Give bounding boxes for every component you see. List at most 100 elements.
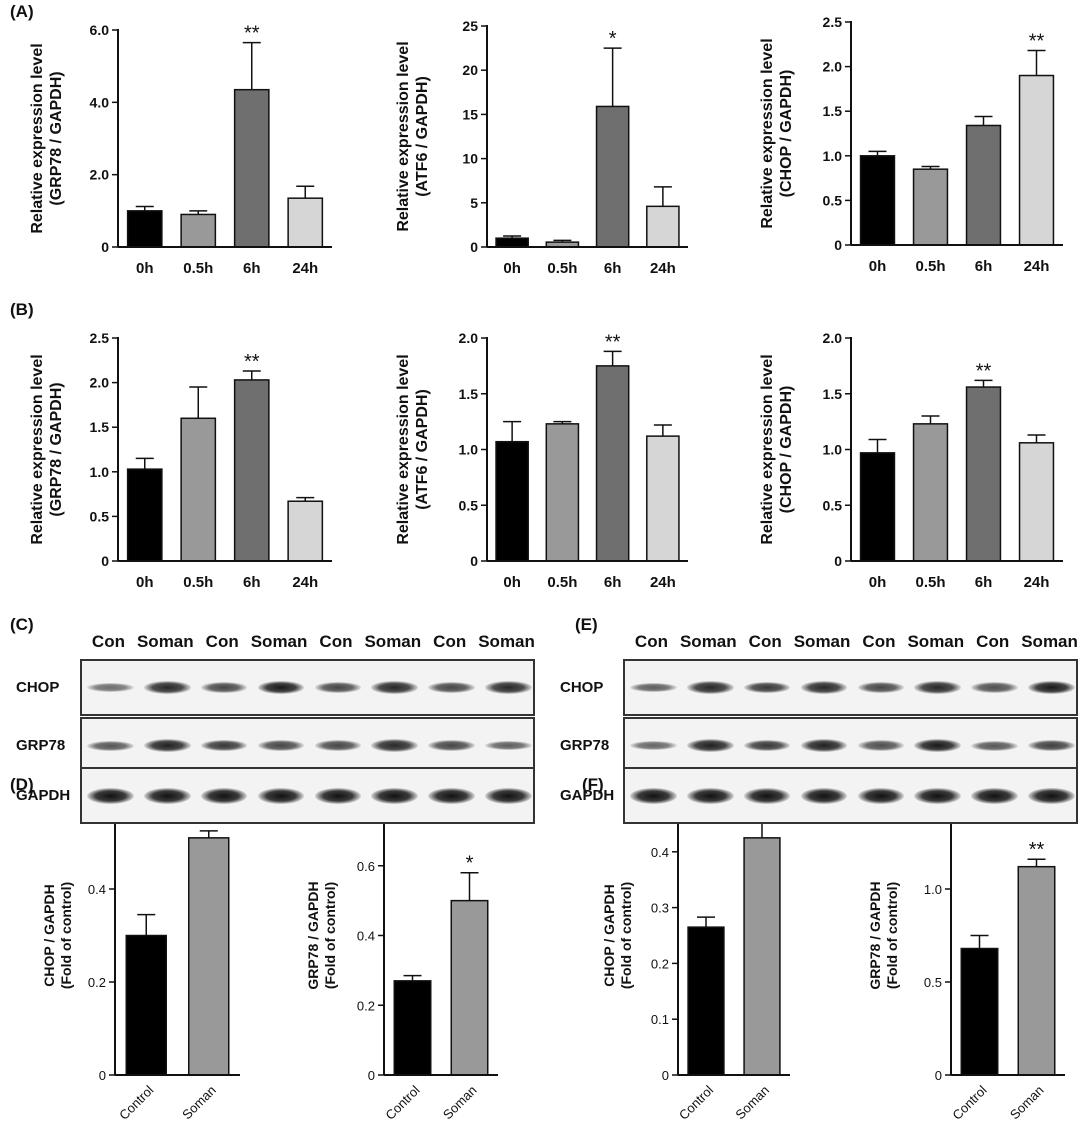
blot-band: [630, 682, 677, 693]
blot-band: [314, 787, 362, 804]
blot-band: [914, 738, 962, 753]
blot-band: [800, 681, 848, 694]
y-axis-title: Relative expression level: [759, 354, 776, 544]
x-tick-label: 0h: [503, 574, 521, 591]
blot-band: [143, 739, 191, 752]
x-tick-label: 0h: [869, 574, 887, 591]
y-tick-label: 0: [834, 553, 842, 569]
y-axis-title: Relative expression level: [395, 354, 412, 544]
blot-band: [143, 681, 191, 694]
blot-band: [1028, 787, 1075, 804]
y-tick-label: 2.0: [823, 59, 843, 75]
blot-band: [200, 682, 248, 693]
significance-marker: **: [976, 360, 992, 382]
x-tick-label: Soman: [1007, 1083, 1047, 1123]
bar-24h: [646, 205, 680, 248]
y-tick-label: 1.0: [823, 148, 843, 164]
blot-band: [914, 787, 962, 804]
blot-band: [200, 739, 248, 752]
lane-label: Soman: [679, 632, 737, 651]
y-tick-label: 0.5: [90, 508, 110, 524]
bar-24h: [1018, 442, 1055, 562]
x-tick-label: Soman: [179, 1083, 219, 1123]
chart-b2: 0 0.5 1.0 1.5 2.0 0h 0.5h ** 6h 24h Relative expre…: [395, 330, 688, 591]
y-tick-label: 0: [834, 237, 842, 253]
bar-05h: [912, 168, 949, 246]
significance-marker: *: [609, 28, 617, 50]
chart-b1: 0 0.5 1.0 1.5 2.0 2.5 0h 0.5h ** 6h 24h Relative ex…: [29, 330, 332, 591]
y-tick-label: 0: [935, 1068, 942, 1083]
x-tick-label: 24h: [1024, 258, 1050, 275]
bar-6h: [233, 379, 270, 562]
lane-label: Con: [748, 632, 782, 651]
significance-marker: **: [1029, 31, 1045, 53]
y-axis-subtitle: (ATF6 / GAPDH): [414, 76, 431, 197]
bar-0h: [859, 452, 896, 562]
bar-6h: [595, 365, 630, 562]
x-tick-label: 0h: [136, 574, 154, 591]
blot-band: [800, 739, 848, 752]
y-tick-label: 15: [462, 106, 478, 122]
lane-label: Soman: [793, 632, 851, 651]
blot-band: [428, 740, 475, 751]
y-tick-label: 0: [470, 553, 478, 569]
blot-band: [257, 740, 305, 751]
x-tick-label: 0.5h: [547, 260, 577, 277]
blot-band: [485, 787, 532, 804]
y-tick-label: 0.6: [357, 859, 375, 874]
x-tick-label: 0.5h: [183, 260, 213, 277]
chart-b3: 0 0.5 1.0 1.5 2.0 0h 0.5h ** 6h 24h Relative expre…: [759, 330, 1063, 591]
x-tick-label: 6h: [604, 574, 622, 591]
chart-a1: 0 2.0 4.0 6.0 0h 0.5h ** 6h 24h Relative expressi…: [29, 22, 332, 277]
y-tick-label: 0.1: [651, 1012, 669, 1027]
blot-band: [257, 787, 305, 804]
y-tick-label: 10: [462, 151, 478, 167]
x-tick-label: 0h: [136, 260, 154, 277]
x-tick-label: Control: [676, 1082, 716, 1122]
blot-strip-gapdh: [80, 767, 535, 824]
blot-band: [914, 681, 962, 694]
significance-marker: *: [466, 853, 474, 875]
y-tick-label: 1.0: [459, 442, 479, 458]
blot-band: [686, 787, 734, 804]
bar-0h: [495, 237, 529, 248]
significance-marker: **: [244, 351, 260, 373]
panel-label-a: (A): [10, 2, 34, 21]
lane-label: Con: [205, 632, 239, 651]
blot-band: [857, 787, 905, 804]
y-tick-label: 0: [662, 1068, 669, 1083]
blot-band: [485, 681, 532, 694]
blot-strip-grp78: [80, 717, 535, 774]
y-tick-label: 0: [101, 553, 109, 569]
panel-label-c: (C): [10, 615, 34, 634]
x-tick-label: 24h: [650, 260, 676, 277]
bar-soman: [743, 837, 781, 1076]
y-tick-label: 0: [99, 1068, 106, 1083]
y-axis-subtitle: (CHOP / GAPDH): [778, 386, 795, 514]
y-tick-label: 0.2: [88, 975, 106, 990]
bar-24h: [287, 197, 324, 248]
y-tick-label: 0: [101, 239, 109, 255]
panel-label-e: (E): [575, 615, 598, 634]
x-tick-label: 24h: [292, 574, 318, 591]
lane-label: Soman: [136, 632, 194, 651]
bar-soman: [450, 899, 489, 1076]
y-axis-subtitle: (Fold of control): [618, 882, 634, 989]
panel-label-f: (F): [582, 775, 604, 794]
y-tick-label: 0.3: [651, 901, 669, 916]
significance-marker: **: [244, 23, 260, 45]
panel-label-d: (D): [10, 775, 34, 794]
bar-soman: [188, 837, 230, 1076]
x-tick-label: 24h: [650, 574, 676, 591]
y-axis-subtitle: (ATF6 / GAPDH): [414, 389, 431, 510]
y-tick-label: 1.5: [90, 419, 110, 435]
chart-a3: 0 0.5 1.0 1.5 2.0 2.5 0h 0.5h 6h ** 24h Relative ex…: [759, 14, 1063, 275]
panel-label-b: (B): [10, 300, 34, 319]
lane-label: Con: [433, 632, 467, 651]
bar-6h: [595, 105, 630, 248]
x-tick-label: Soman: [440, 1083, 480, 1123]
y-tick-label: 1.0: [924, 882, 942, 897]
significance-marker: **: [1029, 839, 1045, 861]
